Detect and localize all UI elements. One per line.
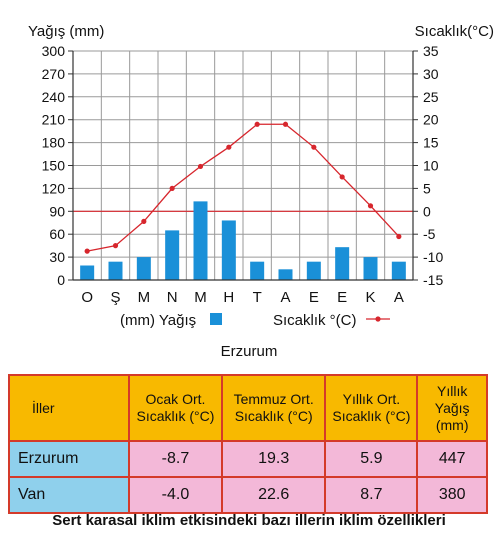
right-axis-title: Sıcaklık(°C) <box>415 23 494 40</box>
right-tick-label: -5 <box>423 226 436 242</box>
temperature-point <box>197 163 204 170</box>
x-tick-label: Ş <box>110 289 120 306</box>
table-header-cities: İller <box>8 374 130 442</box>
precipitation-bar <box>335 247 350 280</box>
table-caption: Sert karasal iklim etkisindeki bazı ille… <box>52 512 446 529</box>
x-tick-label: M <box>138 289 151 306</box>
right-tick-label: 20 <box>423 112 439 128</box>
temperature-point <box>169 185 175 191</box>
x-tick-label: H <box>223 289 234 306</box>
precipitation-bar <box>221 220 236 280</box>
temperature-line <box>84 121 402 254</box>
table-header-annual-temp: Yıllık Ort. Sıcaklık (°C) <box>324 374 419 442</box>
x-tick-label: O <box>81 289 93 306</box>
table-row: Erzurum -8.7 19.3 5.9 447 <box>8 440 488 478</box>
x-tick-label: E <box>337 289 347 306</box>
left-tick-label: 120 <box>42 180 66 196</box>
table-cell: -8.7 <box>128 440 223 478</box>
temperature-point <box>367 203 374 209</box>
right-tick-label: 35 <box>423 43 439 59</box>
legend-precip-label: (mm) Yağış <box>120 312 196 329</box>
left-tick-label: 0 <box>57 272 65 288</box>
table-header-jul-temp: Temmuz Ort. Sıcaklık (°C) <box>220 374 327 442</box>
x-tick-label: A <box>280 289 290 306</box>
table-cell: 380 <box>416 476 488 514</box>
left-tick-label: 210 <box>42 112 66 128</box>
temperature-point <box>112 243 119 249</box>
table-cell: 8.7 <box>324 476 419 514</box>
temperature-point <box>282 121 289 127</box>
right-tick-label: 5 <box>423 180 431 196</box>
table-header-row: İller Ocak Ort. Sıcaklık (°C) Temmuz Ort… <box>8 374 488 442</box>
legend-precip-swatch <box>210 313 222 325</box>
chart-title: Erzurum <box>221 343 278 360</box>
precipitation-bars <box>80 201 406 280</box>
table-cell: 22.6 <box>220 476 327 514</box>
left-tick-label: 300 <box>42 43 66 59</box>
table-cell-city: Erzurum <box>8 440 130 478</box>
right-tick-label: -10 <box>423 249 443 265</box>
precipitation-bar <box>165 230 180 280</box>
left-tick-label: 60 <box>49 226 65 242</box>
table-cell: 447 <box>416 440 488 478</box>
legend-temp-marker <box>375 316 381 322</box>
right-tick-label: 25 <box>423 89 439 105</box>
precipitation-bar <box>306 261 321 280</box>
x-tick-label: N <box>167 289 178 306</box>
temperature-point <box>339 174 345 180</box>
temperature-point <box>254 121 260 127</box>
precipitation-bar <box>80 265 95 280</box>
table-cell-city: Van <box>8 476 130 514</box>
precipitation-bar <box>136 257 151 280</box>
left-axis-title: Yağış (mm) <box>28 23 104 40</box>
right-tick-label: 15 <box>423 135 439 151</box>
temperature-point <box>311 144 317 150</box>
right-tick-label: -15 <box>423 272 443 288</box>
chart-legend: (mm) Yağış Sıcaklık °(C) <box>120 312 390 329</box>
left-tick-label: 240 <box>42 89 66 105</box>
temperature-point <box>396 233 402 240</box>
precipitation-bar <box>391 261 406 280</box>
left-tick-label: 150 <box>42 158 66 174</box>
left-tick-label: 270 <box>42 66 66 82</box>
x-tick-label: A <box>394 289 404 306</box>
table-row: Van -4.0 22.6 8.7 380 <box>8 476 488 514</box>
left-tick-label: 90 <box>49 203 65 219</box>
precipitation-bar <box>250 261 265 280</box>
right-tick-label: 0 <box>423 203 431 219</box>
table-cell: 5.9 <box>324 440 419 478</box>
precipitation-bar <box>278 269 293 280</box>
temperature-point <box>226 144 232 150</box>
x-tick-label: E <box>309 289 319 306</box>
table-cell: -4.0 <box>128 476 223 514</box>
temperature-point <box>84 248 90 254</box>
right-tick-label: 10 <box>423 158 439 174</box>
left-tick-label: 180 <box>42 135 66 151</box>
precipitation-bar <box>193 201 208 280</box>
table-header-jan-temp: Ocak Ort. Sıcaklık (°C) <box>128 374 223 442</box>
temperature-polyline <box>87 123 400 252</box>
precipitation-bar <box>363 257 378 280</box>
x-tick-label: M <box>194 289 207 306</box>
left-tick-label: 30 <box>49 249 65 265</box>
x-tick-label: T <box>253 289 262 306</box>
climate-table: İller Ocak Ort. Sıcaklık (°C) Temmuz Ort… <box>8 374 488 514</box>
x-tick-label: K <box>365 289 375 306</box>
precipitation-bar <box>108 261 123 280</box>
table-header-annual-precip: Yıllık Yağış (mm) <box>416 374 488 442</box>
legend-temp-label: Sıcaklık °(C) <box>273 312 357 329</box>
chart-axes <box>68 50 418 281</box>
temperature-point <box>141 218 147 224</box>
chart-grid <box>73 50 413 281</box>
right-tick-label: 30 <box>423 66 439 82</box>
table-cell: 19.3 <box>220 440 327 478</box>
